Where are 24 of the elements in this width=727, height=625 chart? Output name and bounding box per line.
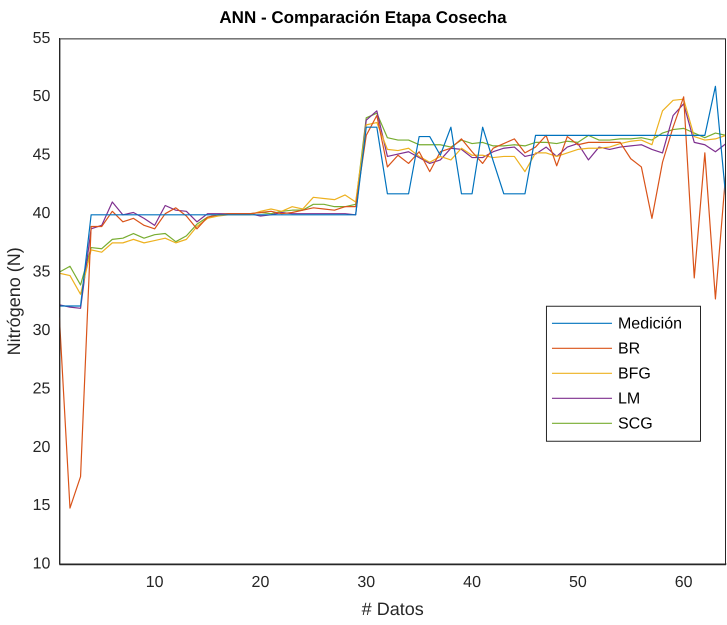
x-tick-label: 50	[568, 574, 587, 592]
x-tick-label: 60	[674, 574, 693, 592]
legend-label: BFG	[618, 366, 651, 383]
y-tick-label: 45	[32, 146, 50, 164]
legend-label: Medición	[618, 316, 682, 333]
y-tick-label: 20	[32, 438, 50, 456]
x-axis-title: # Datos	[362, 599, 424, 620]
y-tick-label: 40	[32, 205, 50, 222]
legend-label: SCG	[618, 416, 653, 433]
y-tick-label: 35	[32, 263, 50, 280]
y-tick-label: 50	[32, 88, 50, 106]
y-tick-label: 25	[32, 380, 50, 398]
y-tick-label: 15	[32, 497, 50, 514]
y-axis-title: Nitrógeno (N)	[4, 247, 24, 356]
y-tick-label: 30	[32, 322, 50, 339]
chart-title: ANN - Comparación Etapa Cosecha	[219, 8, 508, 27]
y-tick-label: 10	[32, 556, 50, 573]
x-tick-label: 30	[357, 574, 376, 592]
legend-label: BR	[618, 340, 640, 358]
x-tick-label: 40	[463, 574, 482, 592]
legend-label: LM	[618, 390, 640, 408]
x-tick-label: 20	[252, 574, 270, 592]
y-tick-label: 55	[32, 30, 50, 47]
x-tick-label: 10	[146, 574, 164, 592]
